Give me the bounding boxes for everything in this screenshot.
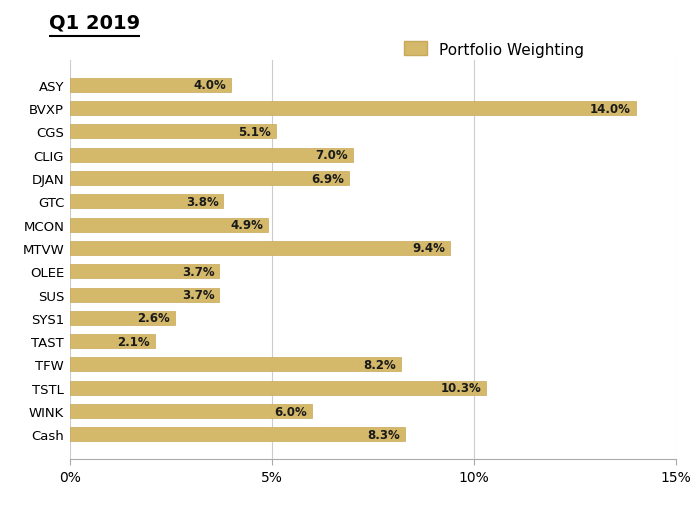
Text: Q1 2019: Q1 2019	[49, 14, 140, 33]
Bar	[70, 381, 486, 395]
Text: 2.6%: 2.6%	[137, 312, 170, 325]
Text: 7.0%: 7.0%	[315, 149, 348, 162]
Bar	[70, 172, 348, 186]
Bar	[70, 311, 175, 325]
Bar	[70, 404, 312, 418]
Bar	[70, 125, 276, 139]
Text: 3.7%: 3.7%	[182, 288, 215, 301]
Bar	[70, 288, 220, 302]
Text: 3.7%: 3.7%	[182, 265, 215, 278]
Text: 6.0%: 6.0%	[275, 405, 307, 418]
Bar	[70, 265, 220, 279]
Bar	[70, 79, 231, 93]
Bar	[70, 358, 401, 372]
Text: 8.3%: 8.3%	[367, 428, 400, 441]
Text: 4.9%: 4.9%	[230, 219, 263, 232]
Text: 5.1%: 5.1%	[238, 126, 271, 139]
Text: 3.8%: 3.8%	[185, 195, 218, 209]
Bar	[70, 195, 223, 209]
Text: 4.0%: 4.0%	[194, 79, 227, 92]
Text: 10.3%: 10.3%	[441, 381, 481, 394]
Bar	[70, 334, 155, 348]
Text: 2.1%: 2.1%	[117, 335, 150, 348]
Bar	[70, 427, 405, 441]
Bar	[70, 218, 268, 232]
Bar	[70, 241, 450, 256]
Text: 9.4%: 9.4%	[412, 242, 445, 255]
Bar	[70, 102, 636, 116]
Text: 14.0%: 14.0%	[590, 103, 631, 116]
Text: 6.9%: 6.9%	[311, 172, 344, 185]
Text: 8.2%: 8.2%	[364, 358, 397, 371]
Legend: Portfolio Weighting: Portfolio Weighting	[398, 36, 590, 64]
Bar	[70, 148, 353, 163]
